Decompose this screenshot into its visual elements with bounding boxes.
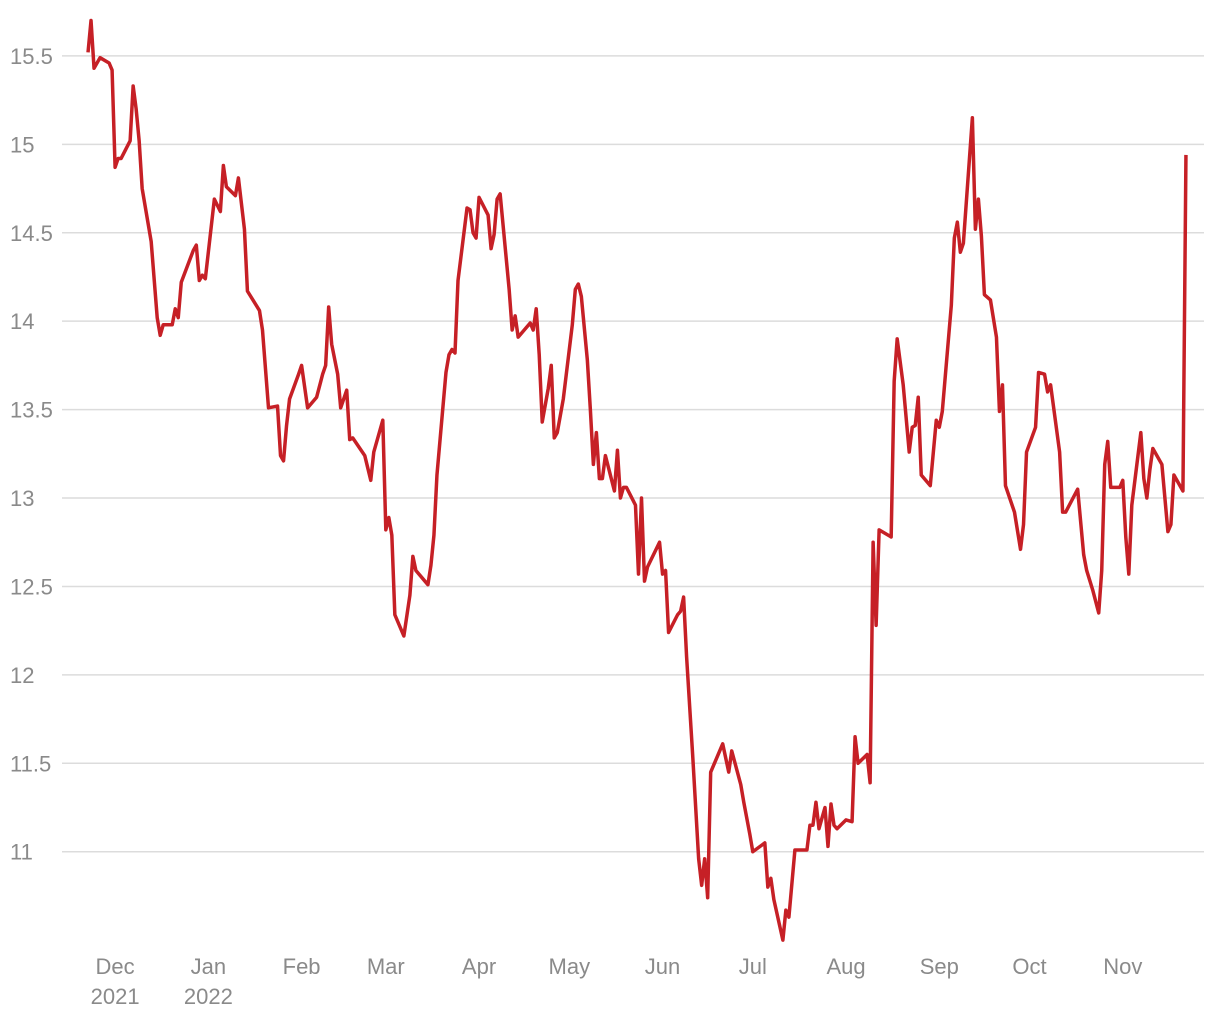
y-tick-label: 15: [10, 132, 34, 157]
x-tick-label: Jun: [645, 954, 680, 979]
y-tick-label: 12: [10, 663, 34, 688]
x-tick-label: Mar: [367, 954, 405, 979]
x-tick-label: Jul: [739, 954, 767, 979]
x-tick-label: Aug: [826, 954, 865, 979]
x-tick-label: Oct: [1012, 954, 1046, 979]
y-tick-label: 13: [10, 486, 34, 511]
x-tick-label: May: [549, 954, 591, 979]
x-tick-label: Dec 2021: [91, 954, 140, 1009]
y-tick-label: 11.5: [10, 751, 51, 776]
y-tick-label: 12.5: [10, 574, 53, 599]
x-tick-label: Feb: [283, 954, 321, 979]
y-tick-label: 15.5: [10, 44, 53, 69]
y-tick-label: 11: [10, 840, 33, 865]
x-tick-label: Jan 2022: [184, 954, 233, 1009]
price-line: [86, 18, 1188, 942]
y-tick-label: 13.5: [10, 398, 53, 423]
y-tick-label: 14.5: [10, 221, 53, 246]
x-tick-label: Apr: [462, 954, 496, 979]
y-tick-label: 14: [10, 309, 34, 334]
x-tick-label: Sep: [920, 954, 959, 979]
x-tick-label: Nov: [1103, 954, 1142, 979]
